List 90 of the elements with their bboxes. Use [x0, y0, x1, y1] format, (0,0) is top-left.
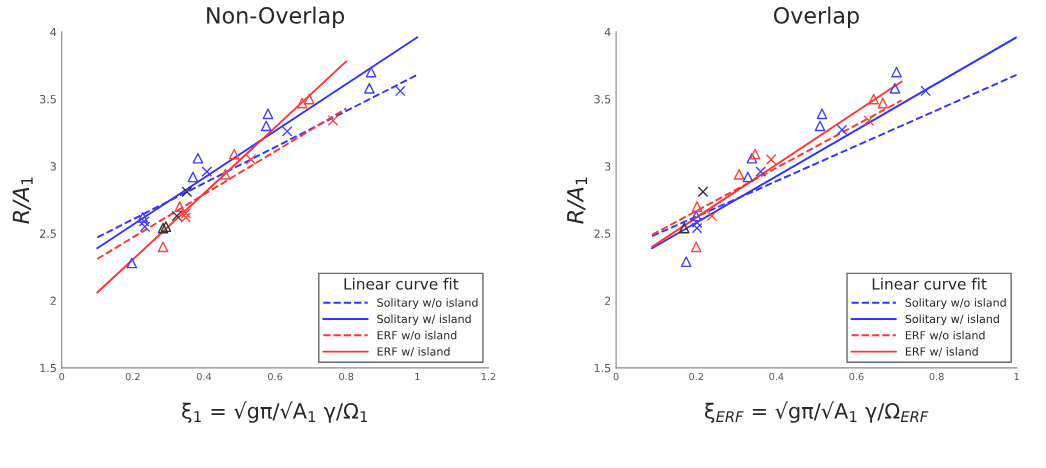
point [363, 82, 375, 94]
point [181, 186, 193, 198]
point [245, 154, 257, 165]
point [138, 215, 150, 227]
legend-label: ERF w/o island [377, 330, 457, 341]
point [157, 241, 169, 253]
point [201, 166, 213, 177]
point [327, 115, 339, 126]
point [180, 211, 192, 223]
legend-title: Linear curve fit [872, 277, 987, 290]
y-tick-label: 2.5 [594, 229, 611, 238]
legend-label: Solitary w/ island [377, 314, 471, 326]
x-tick-label: 0.2 [125, 372, 140, 381]
point [296, 97, 308, 109]
y-tick-label: 3.5 [40, 95, 56, 104]
legend-label: ERF w/o island [905, 330, 985, 341]
legend-label: Solitary w/ island [905, 314, 999, 326]
point [690, 210, 702, 222]
point [706, 210, 718, 222]
y-axis-title: R/A$_{1}$ [12, 177, 33, 224]
x-tick-label: 1 [1014, 373, 1019, 381]
y-axis-title: R/A$_{1}$ [567, 177, 588, 224]
point [137, 211, 149, 223]
point [691, 201, 703, 212]
point [877, 97, 889, 109]
x-tick-label: 0 [613, 372, 619, 381]
chart-title: Non-Overlap [207, 6, 345, 29]
point [174, 201, 186, 212]
point [691, 217, 703, 229]
point [192, 152, 204, 164]
point [262, 108, 274, 120]
x-axis-title: ξ$_{1}$ = √gπ/√A$_{1}$ γ/Ω$_{1}$ [182, 401, 368, 423]
x-tick-label: 0.2 [689, 372, 703, 381]
x-tick-label: 0.6 [849, 372, 864, 381]
y-tick-label: 2.5 [40, 229, 56, 238]
legend-title: Linear curve fit [344, 277, 459, 290]
point [889, 82, 901, 94]
point [920, 85, 932, 97]
x-axis-title: ξ$_{ERF}$ = √gπ/√A$_{1}$ γ/Ω$_{ERF}$ [704, 401, 929, 423]
point [868, 93, 880, 105]
point [836, 124, 848, 136]
point [394, 85, 406, 97]
point [126, 257, 138, 269]
point [863, 115, 875, 126]
point [260, 120, 272, 132]
point [281, 125, 293, 137]
point [746, 152, 758, 164]
y-tick-label: 3.5 [594, 95, 611, 104]
x-tick-label: 1.2 [481, 372, 496, 381]
y-tick-label: 2 [50, 296, 56, 305]
point [891, 66, 902, 78]
point [180, 207, 192, 219]
legend-label: Solitary w/o island [377, 298, 478, 309]
point [691, 222, 703, 234]
point [303, 93, 315, 105]
point [690, 241, 702, 253]
point [749, 148, 761, 160]
point [680, 256, 692, 268]
point [171, 210, 183, 222]
y-tick-label: 4 [50, 27, 57, 37]
x-tick-label: 0.8 [929, 372, 944, 381]
point [365, 66, 377, 78]
point [219, 168, 231, 180]
x-tick-label: 0.4 [196, 372, 212, 381]
point [678, 222, 690, 234]
y-tick-label: 1.5 [40, 363, 56, 373]
x-tick-label: 0.4 [769, 372, 784, 381]
y-tick-label: 3 [605, 162, 611, 171]
x-tick-label: 1 [415, 373, 420, 381]
y-tick-label: 4 [604, 27, 611, 37]
legend-label: ERF w/ island [905, 347, 978, 357]
legend-label: ERF w/ island [377, 347, 450, 357]
point [697, 186, 709, 198]
point [814, 120, 826, 132]
point [228, 148, 240, 160]
chart-title: Overlap [773, 6, 859, 29]
point [816, 108, 828, 120]
x-tick-label: 0.6 [268, 372, 283, 381]
point [765, 154, 777, 165]
point [139, 221, 151, 233]
y-tick-label: 3 [50, 162, 56, 171]
x-tick-label: 0.8 [339, 372, 354, 381]
legend-label: Solitary w/o island [905, 298, 1006, 309]
point [733, 168, 745, 180]
x-tick-label: 0 [59, 372, 65, 381]
point [755, 166, 767, 177]
point [187, 171, 199, 183]
y-tick-label: 1.5 [594, 363, 611, 373]
y-tick-label: 2 [604, 296, 611, 305]
point [742, 171, 754, 183]
